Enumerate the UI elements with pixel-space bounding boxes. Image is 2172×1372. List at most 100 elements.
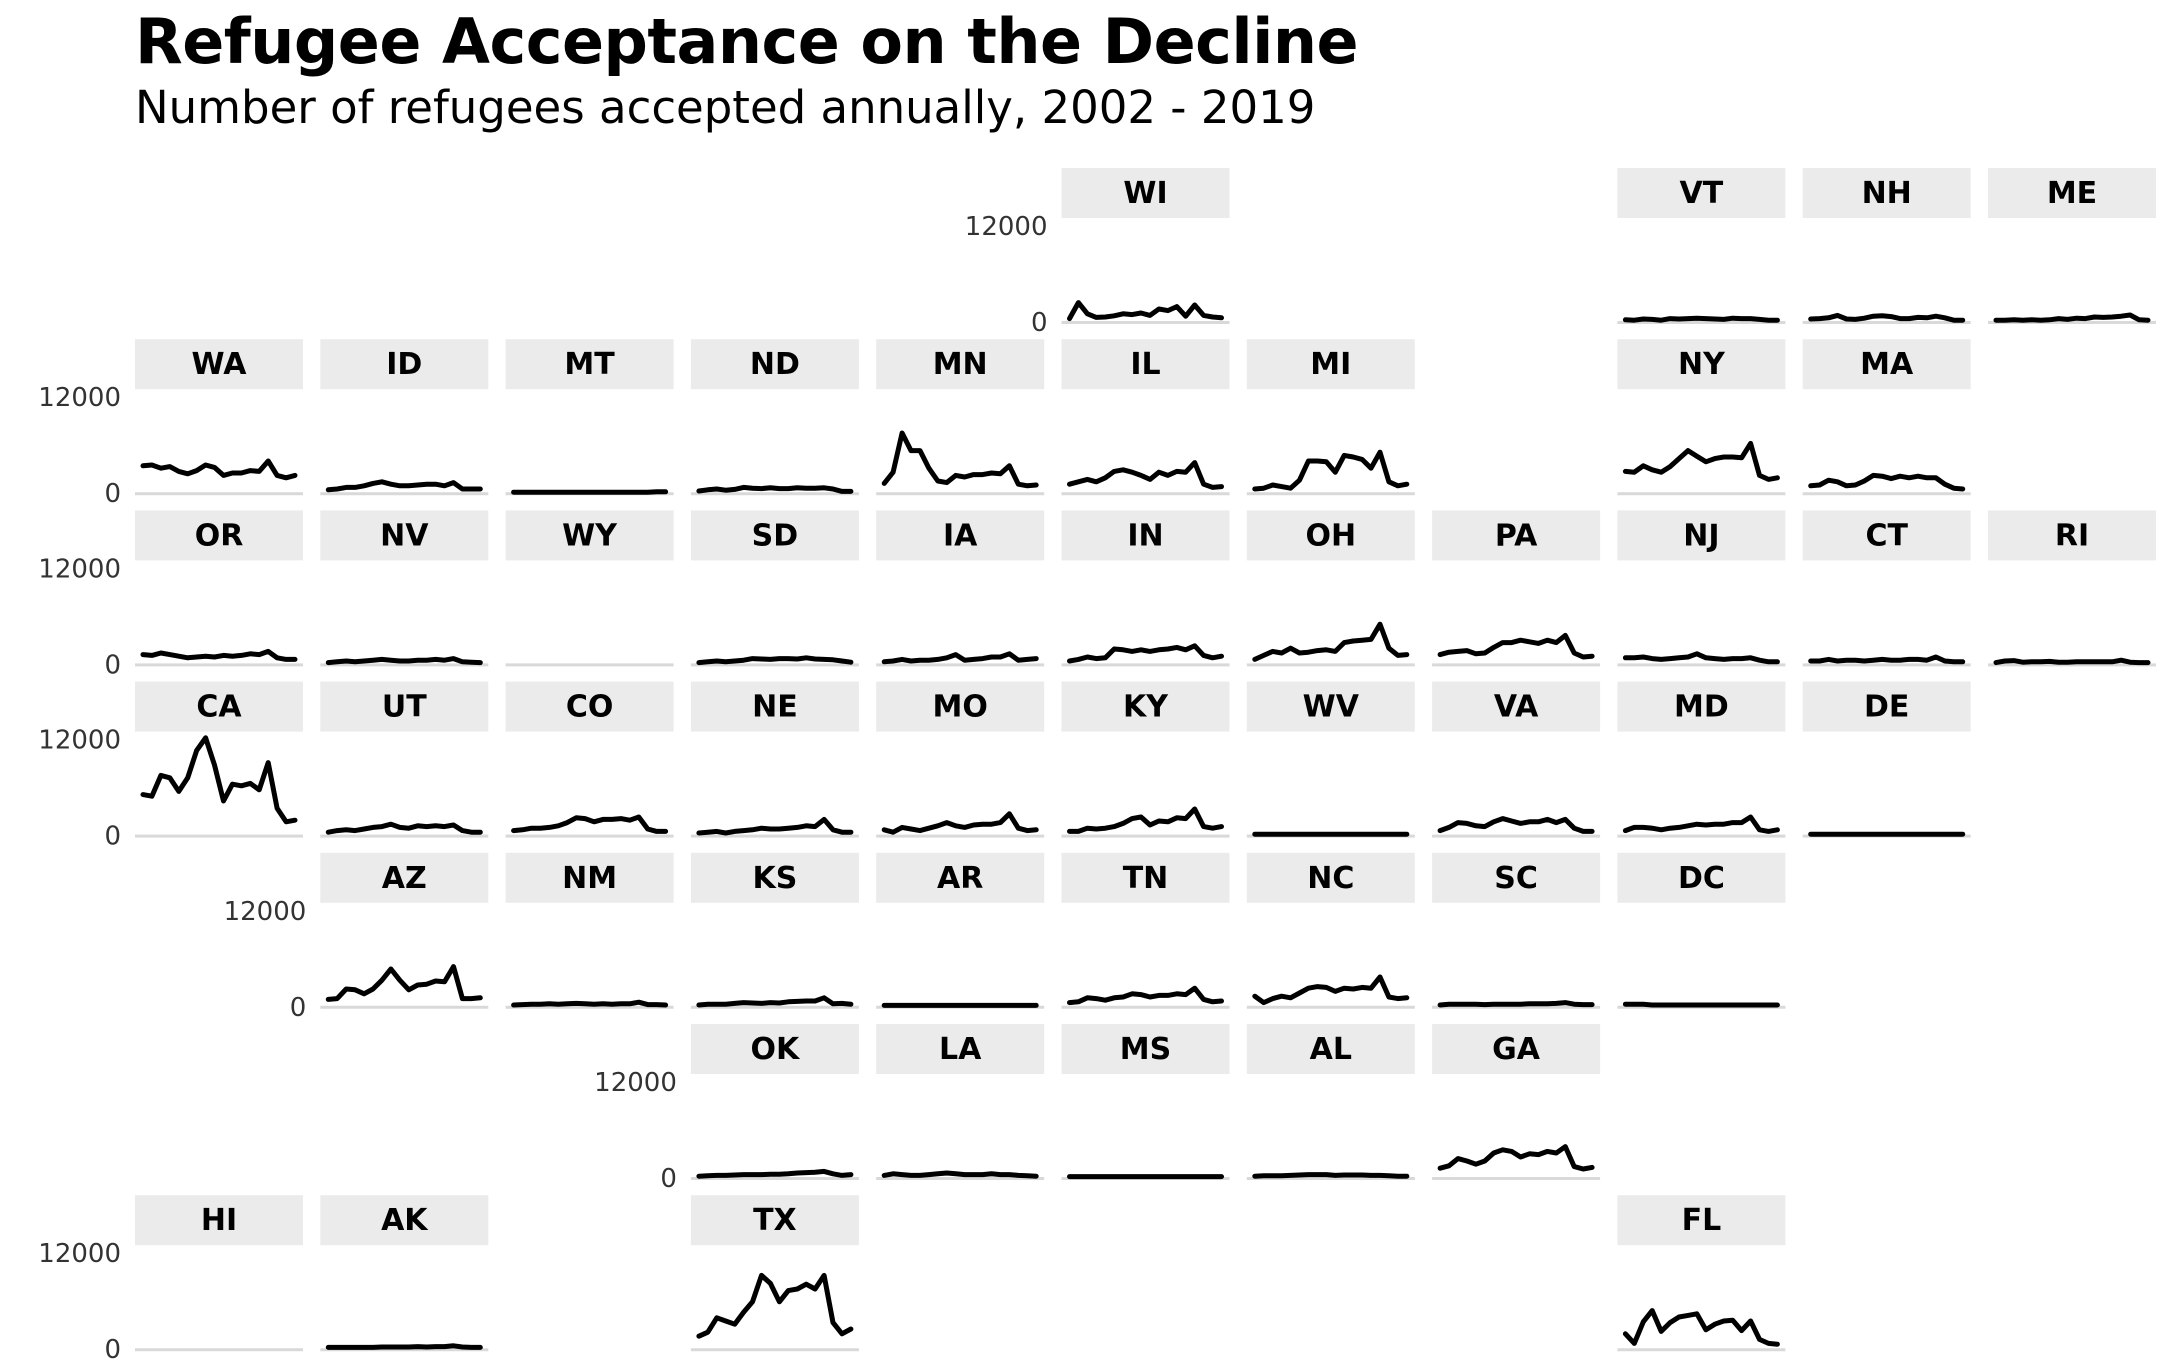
series-line-sd xyxy=(696,655,854,666)
panel-label-sc: SC xyxy=(1494,861,1538,896)
panel-label-dc: DC xyxy=(1678,861,1725,896)
panel-label-fl: FL xyxy=(1682,1203,1722,1238)
series-line-oh xyxy=(1252,621,1410,662)
strip-in xyxy=(1061,510,1230,561)
strip-nm xyxy=(505,852,674,903)
panel-label-ky: KY xyxy=(1123,690,1169,725)
strip-ct xyxy=(1802,510,1971,561)
strip-mt xyxy=(505,339,674,390)
panel-label-ks: KS xyxy=(752,861,797,896)
strip-ms xyxy=(1061,1024,1230,1074)
panel-label-ar: AR xyxy=(937,861,983,896)
strip-or xyxy=(135,510,303,561)
strip-la xyxy=(876,1024,1045,1074)
panel-label-hi: HI xyxy=(201,1203,237,1238)
panel-label-pa: PA xyxy=(1495,518,1538,553)
panel-label-ny: NY xyxy=(1678,347,1726,382)
series-line-fl xyxy=(1622,1308,1780,1347)
series-line-co xyxy=(511,814,669,834)
series-line-la xyxy=(881,1170,1039,1179)
panel-label-mt: MT xyxy=(564,347,615,382)
series-line-nm xyxy=(511,999,669,1008)
series-line-tx xyxy=(696,1272,854,1339)
series-line-me xyxy=(1993,312,2151,323)
panel-label-mn: MN xyxy=(933,347,988,382)
y-tick-max-row-2: 12000 xyxy=(38,554,121,584)
panel-label-wv: WV xyxy=(1303,690,1360,725)
panel-label-wi: WI xyxy=(1123,176,1167,211)
series-line-pa xyxy=(1437,632,1595,660)
y-tick-zero-row-5: 0 xyxy=(660,1164,677,1194)
strip-ky xyxy=(1061,681,1230,732)
series-line-in xyxy=(1067,643,1224,664)
series-line-tn xyxy=(1067,985,1224,1006)
strip-nv xyxy=(320,510,489,561)
panel-label-md: MD xyxy=(1674,690,1729,725)
panel-label-ne: NE xyxy=(752,690,798,725)
panel-label-al: AL xyxy=(1310,1032,1352,1067)
strip-wa xyxy=(135,339,303,390)
series-line-wi xyxy=(1067,300,1224,322)
panel-label-in: IN xyxy=(1127,518,1163,553)
panel-label-oh: OH xyxy=(1305,518,1356,553)
panel-label-nm: NM xyxy=(562,861,617,896)
series-line-al xyxy=(1252,1172,1410,1179)
strip-de xyxy=(1802,681,1971,732)
strip-va xyxy=(1432,681,1601,732)
strip-hi xyxy=(135,1195,303,1246)
panel-label-la: LA xyxy=(939,1032,982,1067)
series-line-ga xyxy=(1437,1144,1595,1172)
strip-tx xyxy=(690,1195,859,1246)
series-line-az xyxy=(325,964,483,1002)
panel-label-ok: OK xyxy=(751,1032,802,1067)
y-tick-max-row-0: 12000 xyxy=(965,212,1048,242)
series-line-nj xyxy=(1622,651,1780,665)
series-line-nv xyxy=(325,656,483,666)
strip-pa xyxy=(1432,510,1601,561)
panel-label-de: DE xyxy=(1864,690,1909,725)
panel-label-co: CO xyxy=(566,690,614,725)
series-line-ia xyxy=(881,651,1039,665)
strip-wy xyxy=(505,510,674,561)
panel-label-ma: MA xyxy=(1860,347,1914,382)
strip-ga xyxy=(1432,1024,1601,1074)
panel-label-tn: TN xyxy=(1123,861,1169,896)
y-tick-zero-row-1: 0 xyxy=(104,479,121,509)
panel-label-tx: TX xyxy=(753,1203,797,1238)
series-line-il xyxy=(1067,460,1224,490)
panel-label-ca: CA xyxy=(196,690,242,725)
series-line-ca xyxy=(140,735,298,825)
strip-tn xyxy=(1061,852,1230,903)
strip-wi xyxy=(1061,168,1230,218)
strip-mi xyxy=(1246,339,1415,390)
chart-subtitle: Number of refugees accepted annually, 20… xyxy=(135,81,1316,134)
y-tick-zero-row-4: 0 xyxy=(290,993,307,1023)
series-line-dc xyxy=(1622,1001,1780,1008)
strip-oh xyxy=(1246,510,1415,561)
y-tick-max-row-3: 12000 xyxy=(38,726,121,756)
strip-ma xyxy=(1802,339,1971,390)
strip-id xyxy=(320,339,489,390)
strip-il xyxy=(1061,339,1230,390)
strip-mo xyxy=(876,681,1045,732)
strip-al xyxy=(1246,1024,1415,1074)
series-line-ne xyxy=(696,816,854,836)
series-line-ks xyxy=(696,995,854,1008)
strip-mn xyxy=(876,339,1045,390)
y-tick-zero-row-0: 0 xyxy=(1031,308,1048,338)
series-line-ny xyxy=(1622,440,1780,482)
series-line-id xyxy=(325,479,483,493)
series-line-wa xyxy=(140,458,298,481)
strip-nj xyxy=(1617,510,1786,561)
strip-fl xyxy=(1617,1195,1786,1246)
panel-label-nd: ND xyxy=(750,347,800,382)
strip-ia xyxy=(876,510,1045,561)
series-line-ut xyxy=(325,821,483,835)
series-line-mi xyxy=(1252,449,1410,492)
y-tick-max-row-4: 12000 xyxy=(224,897,307,927)
strip-sc xyxy=(1432,852,1601,903)
series-line-nc xyxy=(1252,974,1410,1006)
panel-label-mo: MO xyxy=(933,690,988,725)
panel-label-wa: WA xyxy=(192,347,248,382)
